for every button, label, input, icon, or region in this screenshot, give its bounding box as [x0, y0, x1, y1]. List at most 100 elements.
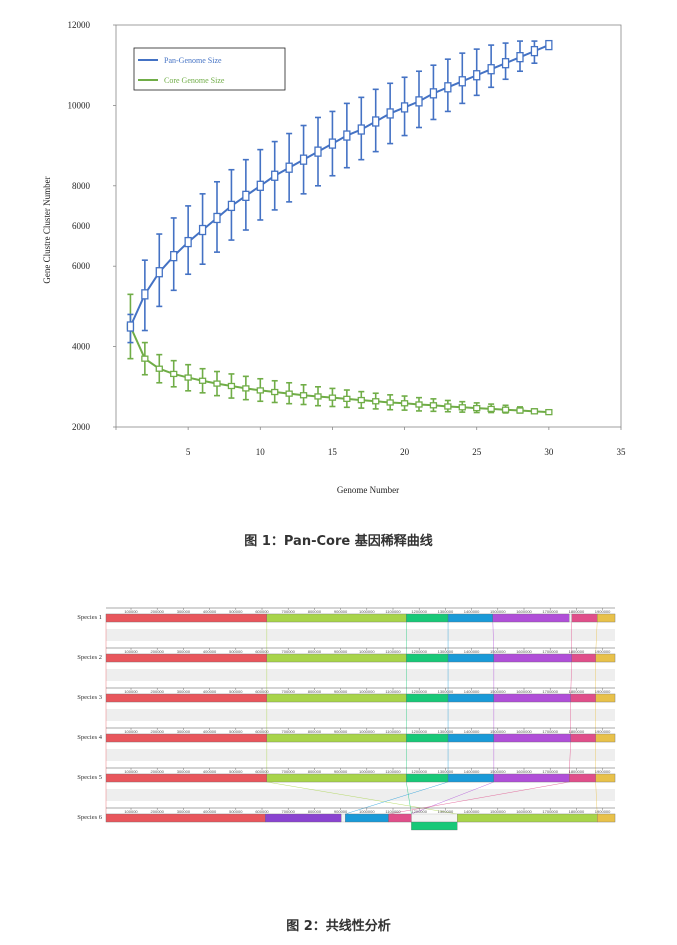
collinear-block: [345, 813, 389, 823]
core-point: [501, 406, 510, 413]
scale-label: 700000: [282, 769, 296, 774]
scale-label: 1000000: [359, 689, 375, 694]
collinear-block: [595, 693, 616, 703]
scale-label: 1900000: [595, 809, 611, 814]
link-band: [106, 709, 615, 721]
scale-label: 700000: [282, 809, 296, 814]
scale-label: 400000: [203, 729, 217, 734]
scale-label: 1600000: [516, 609, 532, 614]
core-point: [184, 374, 192, 381]
collinear-block: [597, 813, 616, 823]
collinear-block: [493, 773, 570, 783]
scale-label: 300000: [177, 609, 191, 614]
collinear-block: [493, 733, 571, 743]
scale-label: 1800000: [569, 809, 585, 814]
y-tick-label: 6000: [72, 221, 91, 231]
scale-label: 700000: [282, 649, 296, 654]
pan-point: [155, 267, 163, 278]
species-track: Species 3 100000 200000 300000 400000 500000 6…: [77, 687, 616, 703]
core-point: [415, 401, 423, 408]
scale-label: 900000: [334, 809, 348, 814]
collinear-block: [266, 733, 407, 743]
scale-label: 1600000: [516, 689, 532, 694]
collinear-block: [447, 613, 493, 623]
collinear-block: [105, 733, 267, 743]
legend: Pan-Genome Size Core Genome Size: [133, 47, 286, 91]
synteny-link: [492, 621, 495, 655]
core-point: [285, 390, 293, 397]
scale-label: 900000: [334, 609, 348, 614]
scale-label: 500000: [229, 649, 243, 654]
core-point: [487, 405, 495, 413]
scale-label: 100000: [124, 689, 138, 694]
scale-label: 900000: [334, 689, 348, 694]
pan-point: [285, 162, 293, 173]
collinear-block: [105, 773, 267, 783]
pan-point: [386, 108, 394, 119]
collinear-block: [597, 613, 616, 623]
collinear-block: [406, 693, 449, 703]
y-tick-label: 4000: [72, 342, 91, 352]
core-point: [530, 408, 539, 415]
x-tick-label: 30: [544, 447, 554, 457]
pan-point: [415, 96, 423, 107]
pan-point: [487, 64, 495, 75]
synteny-link: [411, 781, 494, 815]
scale-label: 400000: [203, 609, 217, 614]
y-tick-label: 8000: [72, 181, 91, 191]
core-point: [256, 387, 264, 394]
scale-label: 400000: [203, 649, 217, 654]
pan-point: [184, 236, 192, 248]
pan-core-chart: 2000 4000 6000 8000 10000 12000 6000 5 10 15 20 25 3…: [42, 20, 626, 495]
scale-label: 1900000: [595, 729, 611, 734]
scale-label: 1200000: [411, 769, 427, 774]
synteny-link: [595, 621, 598, 655]
scale-label: 1500000: [490, 809, 506, 814]
pan-point: [299, 154, 308, 165]
collinear-block: [447, 773, 495, 783]
collinear-block: [406, 653, 449, 663]
scale-label: 300000: [177, 809, 191, 814]
scale-label: 1300000: [438, 729, 454, 734]
species-label: Species 6: [77, 814, 102, 821]
scale-label: 1400000: [464, 689, 480, 694]
scale-label: 1800000: [569, 649, 585, 654]
core-point: [227, 382, 236, 390]
scale-label: 100000: [124, 729, 138, 734]
synteny-link: [388, 781, 570, 815]
core-point: [386, 399, 394, 406]
species-track: Species 1 100000 200000 300000 400000 500000 6…: [77, 607, 616, 623]
collinear-block: [411, 821, 458, 831]
scale-label: 1300000: [438, 689, 454, 694]
scale-label: 800000: [308, 809, 322, 814]
pan-point: [242, 190, 250, 202]
x-tick-label: 25: [472, 447, 482, 457]
scale-label: 1900000: [595, 609, 611, 614]
scale-label: 700000: [282, 689, 296, 694]
scale-label: 1600000: [516, 809, 532, 814]
scale-label: 1400000: [464, 729, 480, 734]
species-label: Species 1: [77, 614, 102, 621]
scale-label: 1700000: [542, 809, 558, 814]
scale-label: 500000: [229, 689, 243, 694]
core-point: [155, 365, 163, 372]
synteny-link: [595, 781, 598, 815]
pan-point: [256, 180, 264, 191]
link-band: [106, 669, 615, 681]
scale-label: 400000: [203, 809, 217, 814]
scale-label: 1500000: [490, 689, 506, 694]
synteny-link: [345, 781, 449, 815]
pan-point: [328, 138, 337, 149]
scale-label: 1700000: [542, 689, 558, 694]
scale-label: 200000: [151, 729, 165, 734]
scale-label: 1700000: [542, 769, 558, 774]
collinear-block: [105, 813, 266, 823]
collinear-block: [492, 613, 570, 623]
scale-label: 900000: [334, 649, 348, 654]
species-track: Species 4 100000 200000 300000 400000 500000 6…: [77, 727, 616, 743]
species-label: Species 3: [77, 694, 102, 701]
y-tick-label: 12000: [68, 20, 91, 30]
collinear-block: [570, 693, 596, 703]
collinear-block: [406, 773, 449, 783]
scale-label: 500000: [229, 609, 243, 614]
